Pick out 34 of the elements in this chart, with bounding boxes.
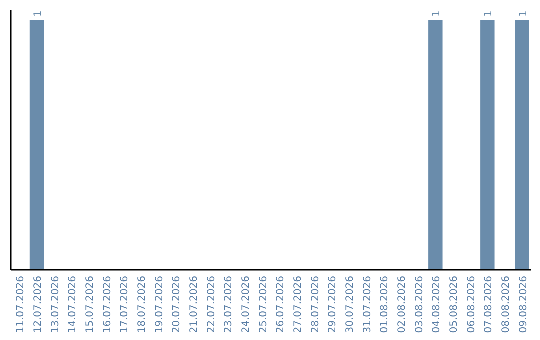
x-tick-label: 31.07.2026 [362,276,374,334]
x-tick-label: 11.07.2026 [16,276,27,334]
x-tick-label: 26.07.2026 [276,276,287,334]
x-tick-label: 25.07.2026 [258,276,270,334]
x-tick-label: 15.07.2026 [85,276,96,334]
x-tick-label: 01.08.2026 [380,276,391,334]
x-tick-label: 04.08.2026 [432,276,443,334]
x-tick-label: 21.07.2026 [189,276,200,334]
x-tick-label: 18.07.2026 [137,276,148,334]
data-label: 1 [432,10,443,17]
data-label: 1 [33,10,44,17]
x-tick-label: 29.07.2026 [328,276,339,334]
x-tick-label: 20.07.2026 [172,276,183,334]
x-tick-label: 06.08.2026 [466,276,478,334]
x-tick-label: 30.07.2026 [345,276,356,334]
x-tick-label: 14.07.2026 [68,276,79,334]
x-tick-label: 19.07.2026 [154,276,166,334]
x-tick-label: 16.07.2026 [102,276,114,334]
x-tick-label: 24.07.2026 [241,276,252,334]
x-tick-label: 17.07.2026 [120,276,131,334]
x-tick-label: 13.07.2026 [50,276,62,334]
x-tick-label: 23.07.2026 [224,276,235,334]
x-tick-label: 03.08.2026 [414,276,426,334]
x-tick-label: 28.07.2026 [310,276,322,334]
data-label: 1 [518,10,530,17]
x-tick-label: 05.08.2026 [449,276,460,334]
x-tick-label: 22.07.2026 [206,276,218,334]
x-tick-label: 02.08.2026 [397,276,408,334]
x-tick-label: 07.08.2026 [484,276,495,334]
x-tick-label: 08.08.2026 [501,276,512,334]
x-tick-label: 12.07.2026 [33,276,44,334]
x-tick-label: 27.07.2026 [293,276,304,334]
data-label: 1 [484,10,495,17]
x-tick-label: 09.08.2026 [518,276,530,334]
